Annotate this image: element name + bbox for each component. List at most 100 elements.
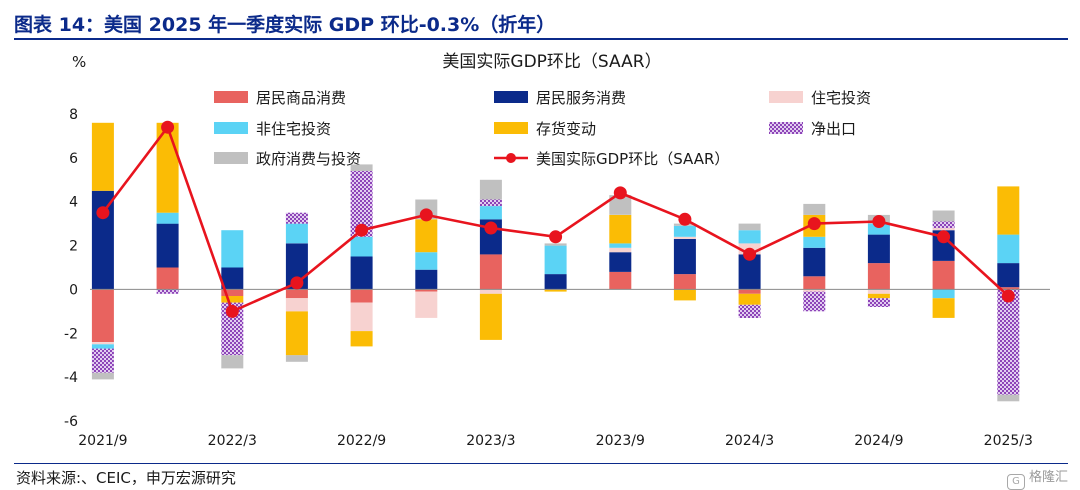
bar-segment — [803, 247, 826, 277]
bar-segment — [609, 195, 632, 215]
bar-segment — [350, 171, 373, 237]
bar-segment — [415, 291, 438, 318]
bar-segment — [803, 236, 826, 248]
bar-segment — [544, 245, 567, 275]
gdp-point — [937, 230, 951, 244]
bar-segment — [867, 298, 890, 307]
watermark: G 格隆汇 — [1006, 466, 1068, 490]
gdp-point — [872, 215, 886, 228]
x-tick-label: 2022/3 — [208, 433, 257, 449]
bar-segment — [932, 298, 955, 318]
legend-item: 非住宅投资 — [214, 120, 331, 138]
legend-line-marker — [506, 153, 516, 163]
bar-segment — [803, 276, 826, 290]
x-tick-label: 2025/3 — [984, 433, 1033, 449]
bar-segment — [91, 372, 114, 380]
y-tick-label: 0 — [69, 282, 78, 298]
legend-label: 非住宅投资 — [256, 120, 331, 138]
legend-label: 存货变动 — [536, 120, 596, 138]
bar-segment — [544, 274, 567, 290]
bar-segment — [415, 219, 438, 253]
gdp-point — [807, 217, 821, 231]
bar-segment — [544, 289, 567, 292]
bar-segment — [221, 267, 244, 290]
header-divider — [14, 38, 1068, 40]
y-tick-label: -6 — [64, 414, 78, 430]
bar-segment — [803, 203, 826, 215]
x-tick-label: 2021/9 — [78, 433, 127, 449]
bar-segment — [997, 263, 1020, 288]
bar-segment — [867, 263, 890, 290]
legend-label: 美国实际GDP环比（SAAR） — [536, 150, 729, 168]
bar-segment — [285, 223, 308, 244]
bar-segment — [738, 223, 761, 231]
bar-segment — [156, 212, 179, 224]
bar-segment — [156, 289, 179, 294]
bar-segment — [673, 225, 696, 237]
gdp-point — [96, 206, 110, 220]
bar-segment — [479, 293, 502, 340]
bar-segment — [350, 164, 373, 171]
x-tick-label: 2023/3 — [466, 433, 515, 449]
gdp-point — [290, 276, 304, 290]
bar-segment — [479, 206, 502, 220]
bar-segment — [479, 289, 502, 294]
bar-segment — [350, 302, 373, 332]
gdp-point — [678, 212, 692, 226]
y-tick-label: -2 — [64, 326, 78, 342]
bar-segment — [350, 289, 373, 303]
bar-segment — [221, 355, 244, 369]
legend-swatch — [214, 152, 248, 164]
bar-segment — [91, 348, 114, 373]
bar-segment — [285, 311, 308, 356]
bar-segment — [932, 260, 955, 290]
bar-segment — [91, 289, 114, 342]
bar-segment — [997, 394, 1020, 402]
y-tick-label: 8 — [69, 107, 78, 123]
x-tick-label: 2024/3 — [725, 433, 774, 449]
bar-segment — [867, 234, 890, 264]
footer-divider — [14, 463, 1068, 464]
gdp-point — [743, 247, 757, 261]
bar-segment — [479, 199, 502, 207]
legend-item: 居民服务消费 — [494, 89, 626, 107]
legend-swatch — [214, 91, 248, 103]
legend-label: 居民服务消费 — [536, 89, 626, 107]
gdp-point — [161, 120, 175, 134]
bar-segment — [673, 274, 696, 290]
bar-segment — [867, 289, 890, 294]
bar-segment — [156, 223, 179, 268]
legend-item: 存货变动 — [494, 120, 596, 138]
bar-segment — [221, 289, 244, 296]
bar-segment — [479, 254, 502, 290]
gdp-point — [225, 304, 239, 318]
bar-segment — [673, 239, 696, 275]
legend-item: 净出口 — [769, 120, 856, 138]
gdp-line-series — [96, 120, 1015, 318]
bar-segment — [738, 254, 761, 290]
bar-segment — [738, 289, 761, 294]
bar-segment — [350, 256, 373, 290]
bar-segment — [673, 289, 696, 301]
bar-segment — [609, 271, 632, 290]
x-tick-label: 2022/9 — [337, 433, 386, 449]
legend-item: 居民商品消费 — [214, 89, 346, 107]
legend-swatch — [494, 91, 528, 103]
bar-segment — [415, 289, 438, 292]
bar-segment — [997, 234, 1020, 264]
legend-swatch — [769, 91, 803, 103]
gdp-point — [355, 223, 369, 237]
bar-segment — [609, 243, 632, 248]
gdp-point — [484, 221, 498, 235]
bar-segment — [673, 236, 696, 239]
legend-swatch — [214, 122, 248, 134]
gdp-point — [419, 208, 433, 222]
y-tick-label: -4 — [64, 370, 78, 386]
bar-segment — [997, 287, 1020, 290]
bar-segment — [221, 230, 244, 268]
bar-segment — [738, 293, 761, 305]
bar-segment — [932, 228, 955, 231]
bar-segment — [932, 221, 955, 229]
bar-segment — [803, 289, 826, 292]
